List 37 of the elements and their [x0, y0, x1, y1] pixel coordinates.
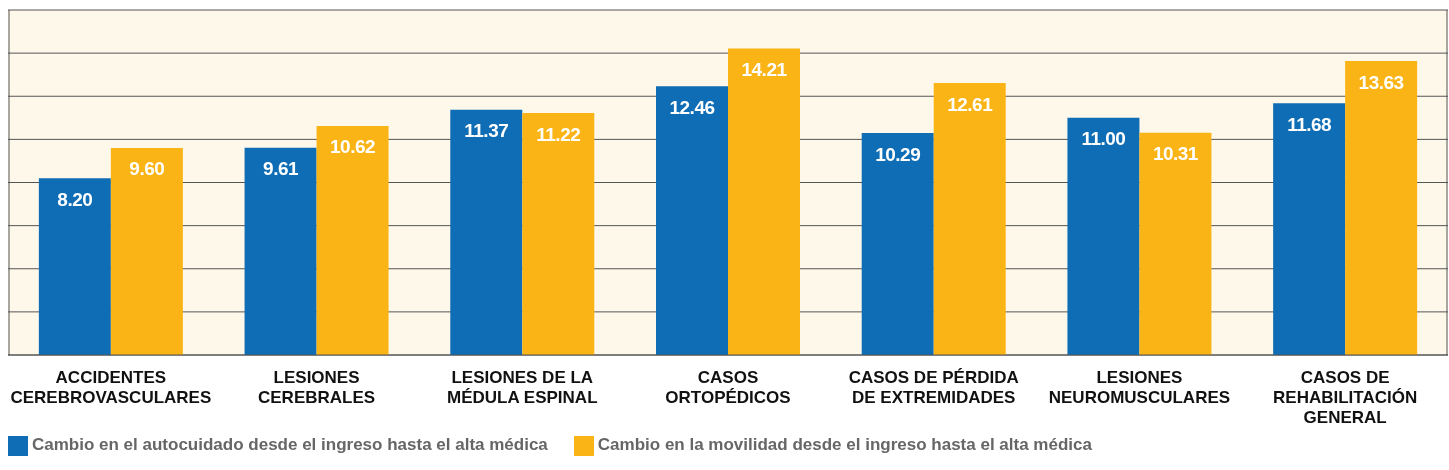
data-label: 9.61 — [263, 158, 299, 180]
x-tick-label: LESIONES DE LA MÉDULA ESPINAL — [447, 368, 598, 407]
x-tick-label: LESIONES CEREBRALES — [258, 368, 376, 407]
x-tick-label: ACCIDENTES CEREBROVASCULARES — [10, 368, 212, 407]
data-label: 11.00 — [1081, 128, 1126, 150]
data-label: 12.46 — [669, 96, 715, 118]
data-label: 12.61 — [947, 93, 994, 115]
bar — [110, 148, 183, 355]
data-label: 11.37 — [464, 120, 509, 142]
data-label: 14.21 — [741, 59, 788, 81]
data-label: 10.29 — [875, 143, 921, 165]
bar — [933, 83, 1006, 355]
bar — [1139, 132, 1212, 355]
bar — [1345, 61, 1418, 355]
data-label: 10.62 — [330, 136, 376, 158]
bar — [244, 147, 317, 355]
x-tick-label: CASOS DE REHABILITACIÓN GENERAL — [1273, 368, 1418, 427]
x-tick-label: CASOS ORTOPÉDICOS — [665, 368, 791, 407]
data-label: 10.31 — [1152, 143, 1199, 165]
legend-label: Cambio en el autocuidado desde el ingreso hasta el alta médica — [32, 435, 548, 454]
bar — [728, 48, 800, 355]
x-tick-label: LESIONES NEUROMUSCULARES — [1048, 368, 1231, 407]
data-label: 11.22 — [536, 123, 581, 145]
data-label: 8.20 — [57, 188, 93, 210]
data-label: 13.63 — [1358, 71, 1404, 93]
bar — [38, 178, 111, 355]
bar — [316, 126, 389, 355]
bar — [450, 109, 523, 355]
data-label: 11.68 — [1287, 113, 1332, 135]
bar — [656, 86, 728, 355]
bar — [861, 133, 934, 355]
data-label: 9.60 — [129, 158, 165, 180]
bar — [1273, 103, 1346, 355]
bar — [1067, 117, 1140, 355]
bar — [522, 113, 595, 355]
legend-label: Cambio en la movilidad desde el ingreso hasta el alta médica — [597, 435, 1092, 454]
x-tick-label: CASOS DE PÉRDIDA DE EXTREMIDADES — [848, 368, 1019, 407]
